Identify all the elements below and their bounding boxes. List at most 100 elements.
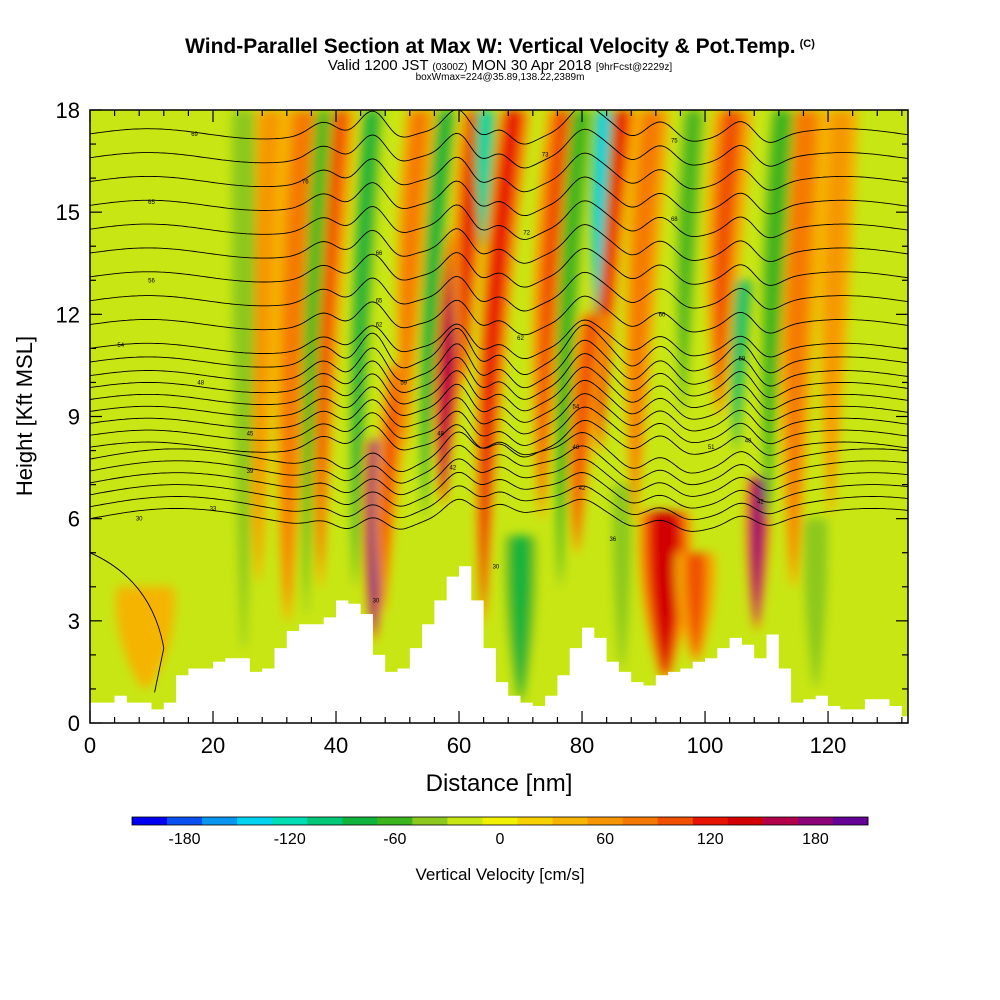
velocity-band: [129, 586, 162, 684]
y-tick-label: 0: [68, 711, 80, 736]
theta-contour: [90, 498, 908, 532]
y-tick-label: 12: [56, 302, 80, 327]
contour-label: 33: [210, 506, 217, 512]
velocity-field: [115, 110, 859, 703]
contour-label: 45: [247, 432, 254, 438]
theta-contour: [90, 110, 908, 145]
colorbar-swatch: [132, 817, 168, 825]
theta-contour: [90, 444, 908, 486]
velocity-band: [752, 477, 765, 620]
chart-title: Wind-Parallel Section at Max W: Vertical…: [185, 35, 796, 58]
colorbar-swatch: [797, 817, 834, 825]
colorbar-tick-label: 180: [802, 831, 829, 848]
contour-label: 39: [247, 469, 254, 475]
velocity-band: [481, 110, 521, 593]
colorbar: -180 -120 -60 0 60 120 180: [131, 816, 869, 848]
colorbar-swatch: [762, 817, 799, 825]
contour-label: 48: [573, 445, 580, 451]
x-tick-label: 100: [687, 733, 724, 758]
colorbar-frame: [131, 816, 869, 826]
contour-label: 65: [148, 200, 155, 206]
contour-label: 66: [376, 251, 383, 257]
theta-contour: [90, 353, 908, 400]
colorbar-swatch: [167, 817, 203, 825]
forecast-tag: [9hrFcst@2229z]: [595, 62, 673, 73]
y-tick-label: 6: [68, 507, 80, 532]
x-tick-label: 60: [447, 733, 471, 758]
colorbar-swatch: [272, 817, 308, 825]
velocity-band: [825, 110, 851, 496]
velocity-band: [686, 552, 706, 656]
theta-contour: [90, 458, 908, 497]
terrain-mask: [90, 566, 908, 723]
theta-contour: [90, 128, 908, 169]
contour-label: 75: [671, 139, 678, 145]
theta-contour: [90, 247, 908, 288]
y-tick-label: 15: [56, 200, 80, 225]
colorbar-swatch: [202, 817, 238, 825]
velocity-band: [558, 110, 586, 561]
contour-label: 60: [659, 312, 666, 318]
velocity-band: [237, 110, 251, 625]
velocity-band: [653, 511, 677, 670]
velocity-band: [512, 535, 529, 694]
colorbar-tick-label: -180: [169, 831, 201, 848]
velocity-band: [423, 110, 451, 496]
contour-label: 30: [373, 598, 380, 604]
colorbar-swatch: [412, 817, 448, 825]
theta-contour: [90, 419, 908, 458]
velocity-band: [574, 314, 600, 540]
velocity-band: [380, 365, 407, 601]
theta-contour: [90, 224, 908, 264]
theta-contour: [90, 176, 908, 217]
contour-label: 59: [739, 357, 746, 363]
velocity-band: [734, 280, 748, 442]
contour-label: 48: [197, 380, 204, 386]
velocity-band: [353, 110, 377, 561]
valid-utc: (0300Z): [432, 62, 468, 73]
velocity-band: [788, 110, 816, 561]
velocity-band: [680, 110, 701, 400]
contour-label: 54: [573, 404, 580, 410]
velocity-band: [304, 110, 329, 593]
x-tick-label: 0: [84, 733, 96, 758]
colorbar-swatch: [832, 817, 869, 825]
contour-label: 68: [671, 217, 678, 223]
theta-contour: [90, 393, 908, 435]
contour-label: 56: [148, 278, 155, 284]
velocity-band: [809, 518, 823, 680]
velocity-band: [714, 110, 742, 400]
contour-label: 62: [517, 336, 524, 342]
valid-line: Valid 1200 JST (0300Z) MON 30 Apr 2018 […: [0, 58, 1000, 73]
y-tick-label: 3: [68, 609, 80, 634]
x-tick-label: 80: [570, 733, 594, 758]
contour-label: 59: [400, 380, 407, 386]
colorbar-swatch: [692, 817, 729, 825]
colorbar-tick-label: -60: [383, 831, 406, 848]
theta-contour: [90, 552, 165, 693]
colorbar-swatch: [552, 817, 589, 825]
contour-label: 42: [757, 500, 764, 506]
valid-time: Valid 1200 JST: [327, 57, 429, 74]
velocity-band: [479, 110, 525, 603]
colorbar-swatch: [377, 817, 413, 825]
theta-contour: [90, 319, 908, 360]
title-block: Wind-Parallel Section at Max W: Vertical…: [0, 36, 1000, 83]
theta-contour: [90, 152, 908, 193]
colorbar-tick-label: 120: [697, 831, 724, 848]
colorbar-swatch: [307, 817, 343, 825]
colorbar-swatch: [447, 817, 483, 825]
contour-label: 42: [579, 486, 586, 492]
theta-contour: [90, 324, 908, 375]
contour-label: 30: [493, 564, 500, 570]
colorbar-swatch: [727, 817, 764, 825]
contour-label: 72: [523, 231, 530, 237]
theta-contours: [90, 110, 908, 693]
theta-contour: [90, 406, 908, 446]
contour-label: 62: [376, 323, 383, 329]
contour-label: 76: [302, 180, 309, 186]
contour-label: 48: [745, 438, 752, 444]
contour-label: 48: [437, 432, 444, 438]
